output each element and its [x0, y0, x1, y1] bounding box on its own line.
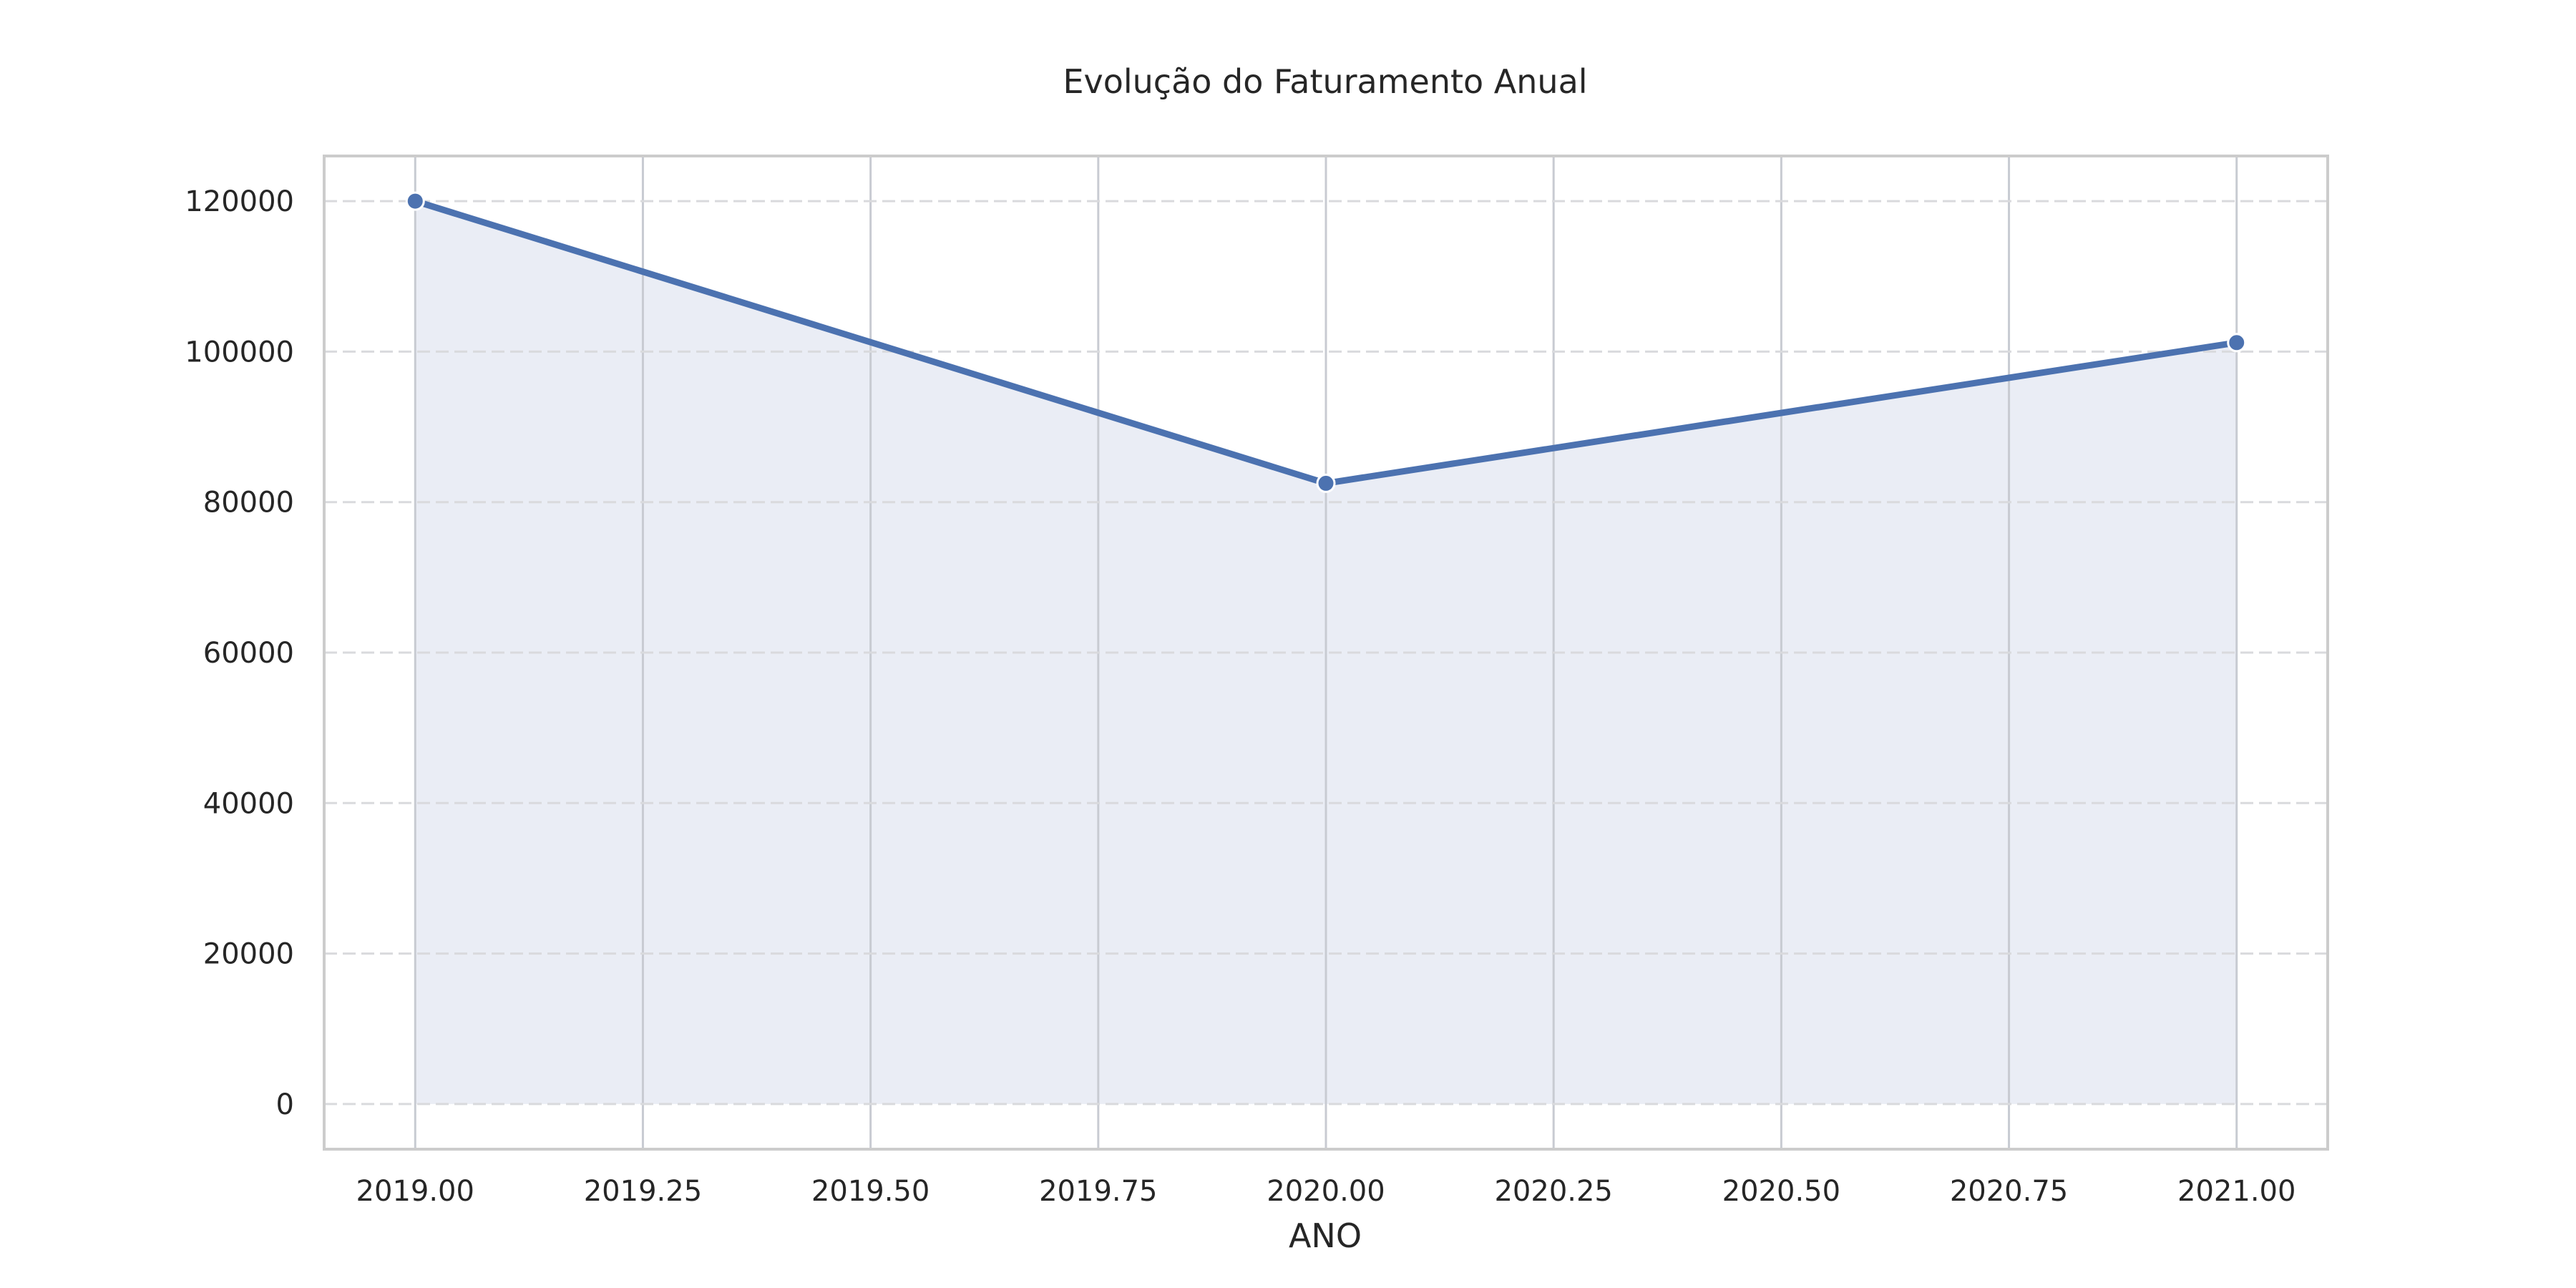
x-tick-label: 2019.00	[356, 1175, 474, 1208]
x-tick-label: 2019.25	[584, 1175, 702, 1208]
y-tick-label: 40000	[203, 787, 294, 820]
y-tick-label: 20000	[203, 938, 294, 971]
y-tick-label: 100000	[185, 336, 294, 369]
x-tick-label: 2020.25	[1494, 1175, 1612, 1208]
x-tick-label: 2021.00	[2177, 1175, 2296, 1208]
chart-title: Evolução do Faturamento Anual	[1063, 62, 1587, 101]
y-tick-labels: 0 20000 40000 60000 80000 100000 120000	[185, 185, 294, 1121]
data-point	[2227, 333, 2247, 353]
plot-border	[323, 155, 2329, 1151]
y-tick-label: 0	[276, 1088, 294, 1121]
y-tick-label: 80000	[203, 487, 294, 519]
x-tick-labels: 2019.00 2019.25 2019.50 2019.75 2020.00 2020.…	[356, 1175, 2296, 1208]
series-layer	[405, 191, 2247, 493]
x-axis-label: ANO	[1289, 1216, 1362, 1255]
x-tick-label: 2020.75	[1950, 1175, 2068, 1208]
data-point	[1316, 473, 1336, 493]
x-tick-label: 2020.50	[1722, 1175, 1840, 1208]
y-tick-label: 60000	[203, 637, 294, 670]
data-point	[405, 191, 425, 211]
x-tick-label: 2019.50	[811, 1175, 930, 1208]
x-tick-label: 2019.75	[1039, 1175, 1157, 1208]
x-tick-label: 2020.00	[1267, 1175, 1385, 1208]
plot-frame	[323, 155, 2329, 1151]
y-tick-label: 120000	[185, 185, 294, 218]
